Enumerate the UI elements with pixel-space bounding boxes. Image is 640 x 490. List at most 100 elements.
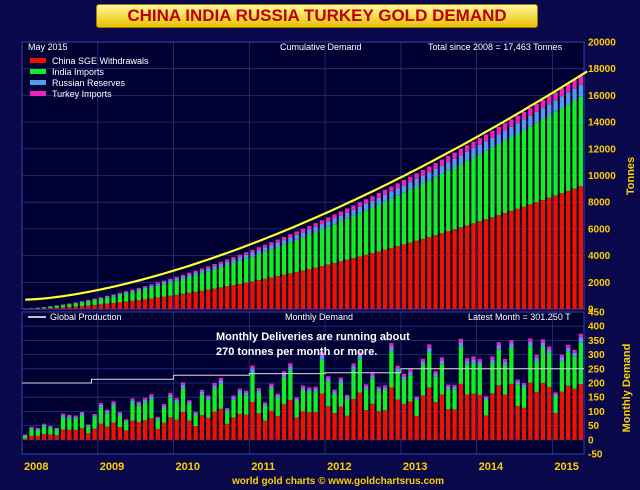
cumulative-bar-segment	[578, 186, 583, 309]
monthly-bar-segment	[389, 351, 394, 388]
monthly-bar-segment	[41, 434, 47, 440]
cumulative-bar-segment	[155, 285, 160, 298]
cumulative-bar-segment	[351, 209, 356, 216]
cumulative-bar-segment	[465, 160, 470, 226]
cumulative-bar-segment	[48, 306, 53, 309]
monthly-bar-segment	[54, 435, 59, 440]
cumulative-bar-segment	[540, 119, 546, 200]
monthly-bar-segment	[237, 413, 242, 440]
monthly-bar-segment	[98, 404, 104, 408]
monthly-bar-segment	[370, 372, 375, 376]
monthly-bar-segment	[269, 383, 274, 386]
y-tick-label: 12000	[588, 144, 616, 155]
monthly-bar-segment	[269, 388, 274, 411]
monthly-bar-segment	[414, 396, 419, 398]
cumulative-bar-segment	[199, 270, 205, 274]
cumulative-bar-segment	[111, 296, 116, 304]
monthly-bar-segment	[389, 346, 394, 352]
cumulative-bar-segment	[553, 111, 558, 196]
cumulative-bar-segment	[382, 249, 388, 309]
cumulative-bar-segment	[105, 303, 110, 309]
monthly-bar-segment	[420, 358, 426, 362]
cumulative-bar-segment	[357, 256, 362, 309]
monthly-bar-segment	[136, 401, 141, 404]
monthly-bar-segment	[35, 429, 40, 436]
monthly-bar-segment	[111, 401, 116, 404]
monthly-bar-segment	[155, 417, 160, 420]
monthly-bar-segment	[553, 393, 558, 396]
monthly-bar-segment	[313, 386, 318, 389]
monthly-bar-segment	[490, 363, 495, 394]
monthly-bar-segment	[155, 416, 160, 418]
monthly-bar-segment	[465, 394, 470, 440]
cumulative-bar-segment	[225, 286, 230, 309]
cumulative-bar-segment	[124, 293, 129, 302]
y-tick-label: 20000	[588, 38, 616, 49]
cumulative-bar-segment	[250, 249, 255, 253]
cumulative-bar-segment	[117, 302, 123, 309]
cumulative-bar-segment	[237, 254, 242, 258]
monthly-bar-segment	[540, 382, 546, 440]
cumulative-bar-segment	[502, 212, 508, 309]
monthly-bar-segment	[262, 403, 268, 406]
monthly-bar-segment	[161, 422, 167, 440]
cumulative-bar-segment	[515, 123, 520, 134]
monthly-bar-segment	[364, 410, 369, 440]
cumulative-bar-segment	[130, 290, 135, 293]
cumulative-bar-segment	[496, 143, 501, 216]
monthly-bar-segment	[35, 428, 40, 430]
monthly-bar-segment	[521, 384, 527, 388]
cumulative-bar-segment	[111, 294, 116, 296]
monthly-bar-segment	[433, 402, 438, 440]
cumulative-bar-segment	[465, 225, 470, 309]
monthly-bar-segment	[578, 337, 583, 343]
cumulative-bar-segment	[149, 284, 154, 286]
cumulative-bar-segment	[401, 185, 407, 193]
cumulative-bar-segment	[136, 288, 141, 291]
cumulative-bar-segment	[67, 304, 72, 307]
cumulative-bar-segment	[477, 144, 482, 155]
cumulative-bar-segment	[357, 206, 362, 214]
y-tick-label: 400	[588, 322, 605, 333]
monthly-bar-segment	[509, 343, 514, 348]
cumulative-bar-segment	[364, 254, 369, 309]
monthly-bar-segment	[458, 342, 464, 347]
monthly-bar-segment	[67, 416, 72, 419]
monthly-bar-segment	[281, 373, 287, 378]
x-tick-label: 2008	[24, 461, 48, 473]
cumulative-bar-segment	[294, 239, 299, 272]
monthly-bar-segment	[149, 418, 154, 440]
monthly-bar-segment	[483, 397, 489, 400]
y-tick-label: 50	[588, 421, 600, 432]
monthly-bar-segment	[446, 386, 451, 390]
cumulative-bar-segment	[559, 88, 565, 97]
y-tick-label: 8000	[588, 198, 611, 209]
monthly-bar-segment	[54, 427, 59, 429]
monthly-bar-segment	[502, 359, 508, 362]
monthly-bar-segment	[566, 385, 571, 440]
monthly-bar-segment	[300, 390, 306, 412]
monthly-bar-segment	[199, 391, 205, 395]
cumulative-bar-segment	[237, 283, 242, 309]
x-tick-label: 2010	[176, 461, 200, 473]
monthly-bar-segment	[572, 356, 577, 389]
monthly-bar-segment	[382, 389, 388, 411]
monthly-bar-segment	[180, 388, 186, 412]
cumulative-bar-segment	[244, 282, 249, 309]
cumulative-bar-segment	[244, 258, 249, 283]
cumulative-bar-segment	[547, 96, 552, 105]
cumulative-bar-segment	[326, 217, 331, 222]
monthly-bar-segment	[218, 408, 224, 440]
monthly-bar-segment	[528, 338, 533, 342]
monthly-bar-segment	[452, 409, 457, 440]
legend-swatch-china	[30, 58, 46, 63]
cumulative-bar-segment	[161, 280, 167, 283]
monthly-bar-segment	[86, 426, 91, 434]
y-tick-label: 200	[588, 379, 605, 390]
monthly-bar-segment	[307, 387, 312, 390]
cumulative-bar-segment	[458, 155, 464, 165]
monthly-bar-segment	[326, 406, 331, 440]
cumulative-bar-segment	[345, 208, 350, 213]
cumulative-bar-segment	[60, 307, 66, 309]
y-tick-label: 4000	[588, 251, 611, 262]
